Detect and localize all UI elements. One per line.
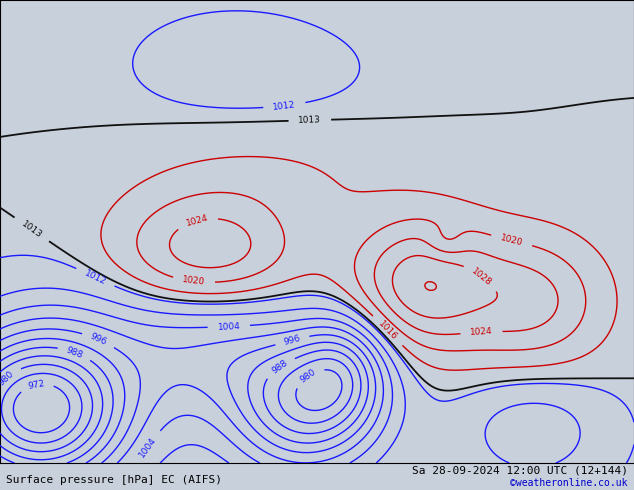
Text: 1020: 1020 — [500, 233, 524, 248]
Text: 980: 980 — [299, 367, 318, 385]
Text: 1013: 1013 — [298, 116, 321, 125]
Text: 980: 980 — [0, 369, 16, 387]
Text: Surface pressure [hPa] EC (AIFS): Surface pressure [hPa] EC (AIFS) — [6, 475, 223, 485]
Text: 1020: 1020 — [182, 275, 206, 287]
Text: 1024: 1024 — [185, 213, 209, 228]
Text: 1016: 1016 — [377, 319, 399, 342]
Text: 1028: 1028 — [470, 267, 493, 288]
Text: 996: 996 — [283, 334, 302, 347]
Text: Sa 28-09-2024 12:00 UTC (12+144): Sa 28-09-2024 12:00 UTC (12+144) — [411, 466, 628, 475]
Text: 988: 988 — [65, 345, 84, 360]
Text: 1004: 1004 — [217, 321, 240, 332]
Text: 1012: 1012 — [83, 268, 108, 286]
Text: 988: 988 — [270, 358, 289, 376]
Text: 1012: 1012 — [273, 100, 296, 112]
Text: 1024: 1024 — [470, 327, 493, 337]
Text: 972: 972 — [27, 379, 46, 391]
Text: 1013: 1013 — [20, 219, 44, 240]
Text: ©weatheronline.co.uk: ©weatheronline.co.uk — [510, 478, 628, 488]
Text: 1004: 1004 — [138, 435, 158, 459]
Text: 996: 996 — [89, 332, 108, 347]
